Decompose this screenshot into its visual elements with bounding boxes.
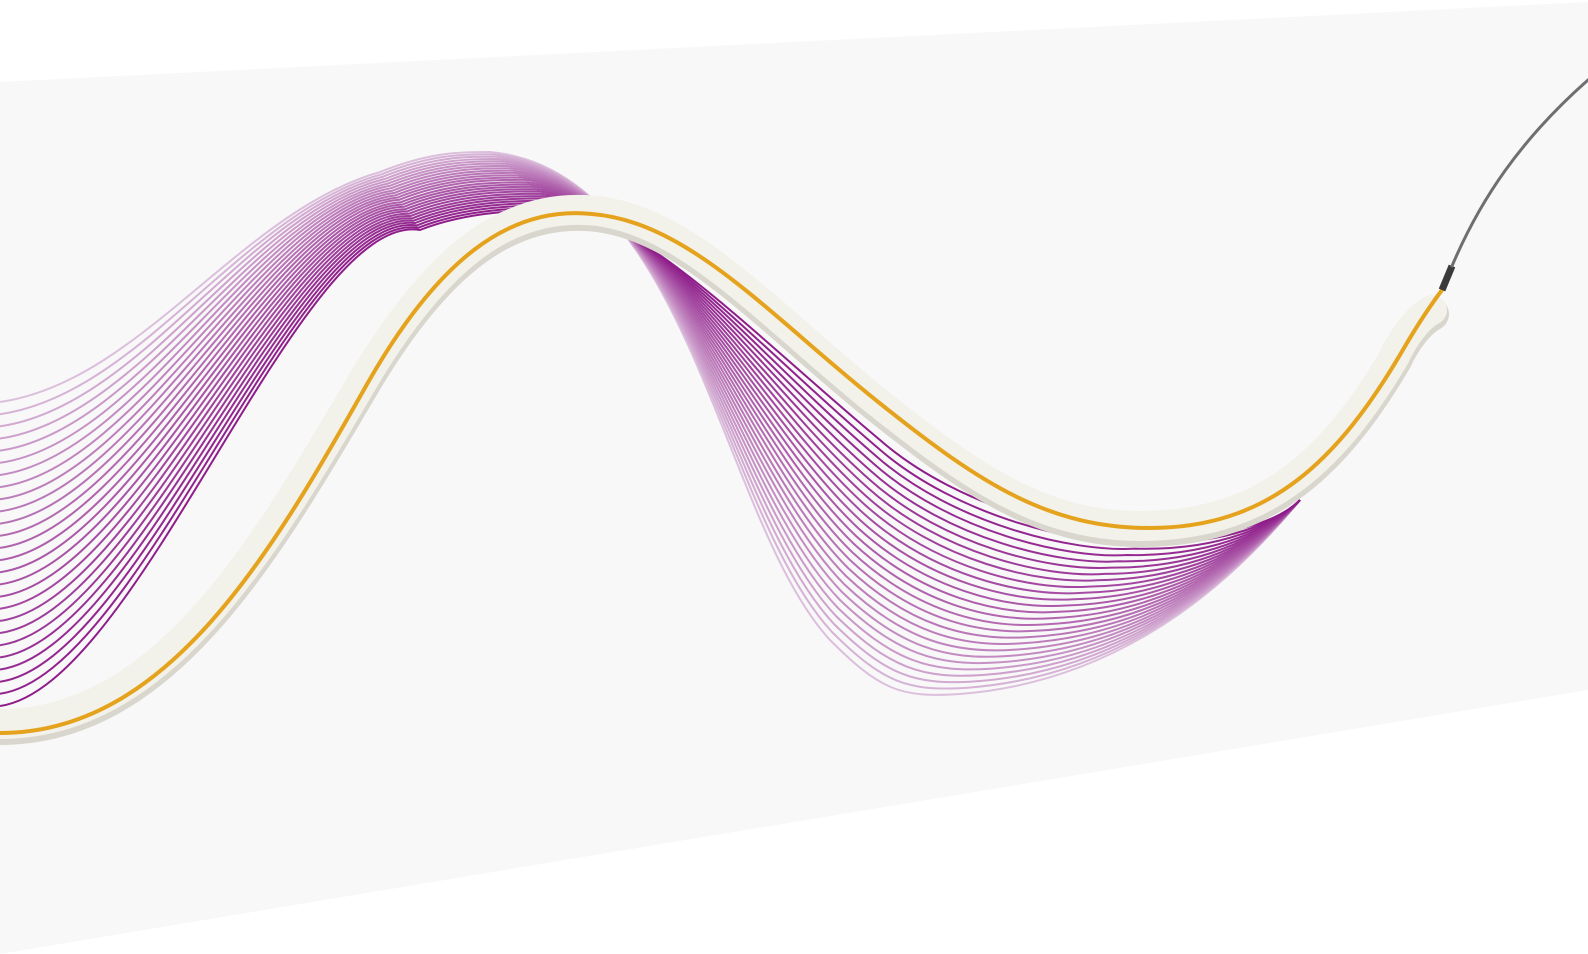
marker-band: [1442, 266, 1452, 290]
guidewire: [1452, 80, 1588, 266]
catheter-shadow: [0, 214, 1432, 728]
catheter: [0, 80, 1588, 733]
